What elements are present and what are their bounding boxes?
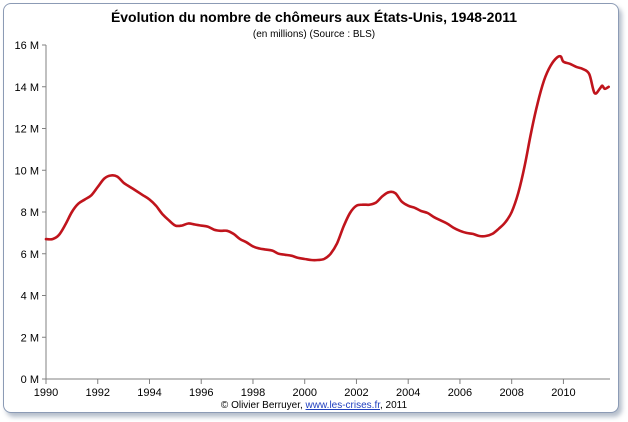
x-tick-label: 1998 xyxy=(241,387,265,399)
plot-area xyxy=(44,54,610,262)
y-tick-label: 6 M xyxy=(21,249,39,261)
x-tick-label: 2006 xyxy=(448,387,472,399)
x-tick-label: 2000 xyxy=(292,387,316,399)
y-tick-label: 2 M xyxy=(21,332,39,344)
x-tick-label: 1990 xyxy=(34,387,58,399)
chart-title: Évolution du nombre de chômeurs aux État… xyxy=(110,9,518,25)
x-tick-label: 1996 xyxy=(189,387,213,399)
chart-subtitle: (en millions) (Source : BLS) xyxy=(252,29,376,40)
y-tick-label: 10 M xyxy=(15,165,39,177)
x-axis-ticks: 1990 1992 1994 1996 1998 2000 2002 2004 2006 2008… xyxy=(34,379,576,399)
x-tick-label: 2008 xyxy=(499,387,523,399)
credit-link[interactable]: www.les-crises.fr xyxy=(305,400,380,411)
credit-prefix: © Olivier Berruyer, xyxy=(220,400,303,411)
x-tick-label: 2010 xyxy=(551,387,575,399)
x-tick-label: 1994 xyxy=(137,387,161,399)
credit-line: © Olivier Berruyer, www.les-crises.fr, 2… xyxy=(0,400,628,411)
x-tick-label: 2004 xyxy=(396,387,420,399)
y-tick-label: 0 M xyxy=(21,374,39,386)
series-line xyxy=(44,54,610,262)
credit-suffix: , 2011 xyxy=(380,400,408,411)
x-tick-label: 1992 xyxy=(86,387,110,399)
y-tick-label: 16 M xyxy=(15,40,39,52)
y-axis-ticks: 0 M 2 M 4 M 6 M 8 M 10 M 12 M 14 M 16 M xyxy=(15,40,46,386)
y-tick-label: 14 M xyxy=(15,82,39,94)
x-tick-label: 2002 xyxy=(344,387,368,399)
chart-frame xyxy=(3,3,619,413)
y-tick-label: 8 M xyxy=(21,207,39,219)
y-tick-label: 12 M xyxy=(15,124,39,136)
chart-axes xyxy=(45,45,610,380)
y-tick-label: 4 M xyxy=(21,291,39,303)
